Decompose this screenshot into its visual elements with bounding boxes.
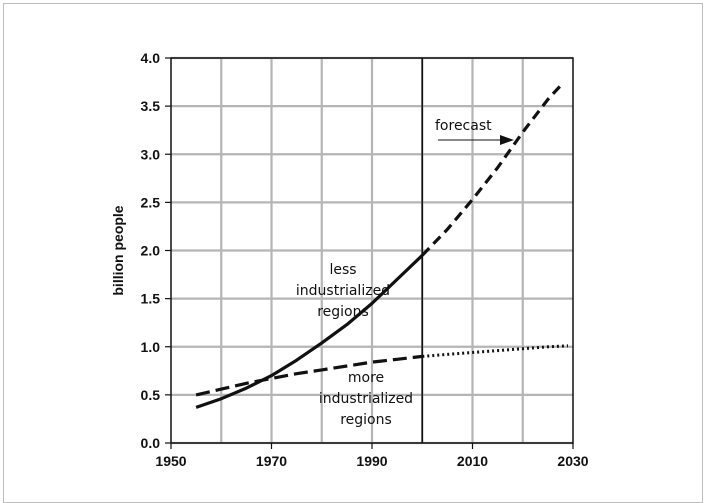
y-tick-label: 3.0 — [141, 146, 161, 162]
x-tick-label: 1990 — [356, 453, 387, 469]
more-industrialized-forecast-line — [422, 344, 569, 358]
more-industrialized-historical-line — [195, 354, 423, 397]
y-tick-label: 3.5 — [141, 98, 161, 114]
y-tick-label: 1.5 — [141, 291, 161, 307]
y-axis-label: billion people — [110, 205, 126, 295]
forecast-annotation: forecast — [435, 118, 514, 145]
forecast-arrow-icon — [500, 135, 514, 145]
x-tick-label: 1970 — [256, 453, 287, 469]
y-tick-label: 1.0 — [141, 339, 161, 355]
x-tick-label: 1950 — [155, 453, 186, 469]
forecast-label: forecast — [435, 118, 492, 134]
more-industrialized-label: more — [348, 370, 384, 386]
y-axis-ticks: 0.0 0.5 1.0 1.5 2.0 2.5 3.0 3.5 4.0 — [141, 50, 171, 451]
y-tick-label: 2.5 — [141, 194, 161, 210]
x-axis-ticks: 1950 1970 1990 2010 2030 — [155, 443, 589, 469]
y-tick-label: 2.0 — [141, 243, 161, 259]
less-industrialized-historical-line — [195, 254, 424, 409]
less-industrialized-label: regions — [317, 304, 369, 320]
less-industrialized-label: industrialized — [296, 283, 390, 299]
y-tick-label: 4.0 — [141, 50, 161, 66]
x-tick-label: 2010 — [457, 453, 488, 469]
less-industrialized-forecast-line — [421, 81, 565, 257]
less-industrialized-label: less — [329, 262, 356, 278]
population-chart: 0.0 0.5 1.0 1.5 2.0 2.5 3.0 3.5 4.0 1950 1970 1990… — [110, 50, 589, 469]
y-tick-label: 0.5 — [141, 387, 161, 403]
series-labels: less industrialized regions more industriali… — [296, 262, 413, 428]
series-lines — [195, 81, 569, 409]
y-tick-label: 0.0 — [141, 435, 161, 451]
x-tick-label: 2030 — [557, 453, 588, 469]
more-industrialized-label: regions — [340, 412, 392, 428]
more-industrialized-label: industrialized — [319, 391, 413, 407]
